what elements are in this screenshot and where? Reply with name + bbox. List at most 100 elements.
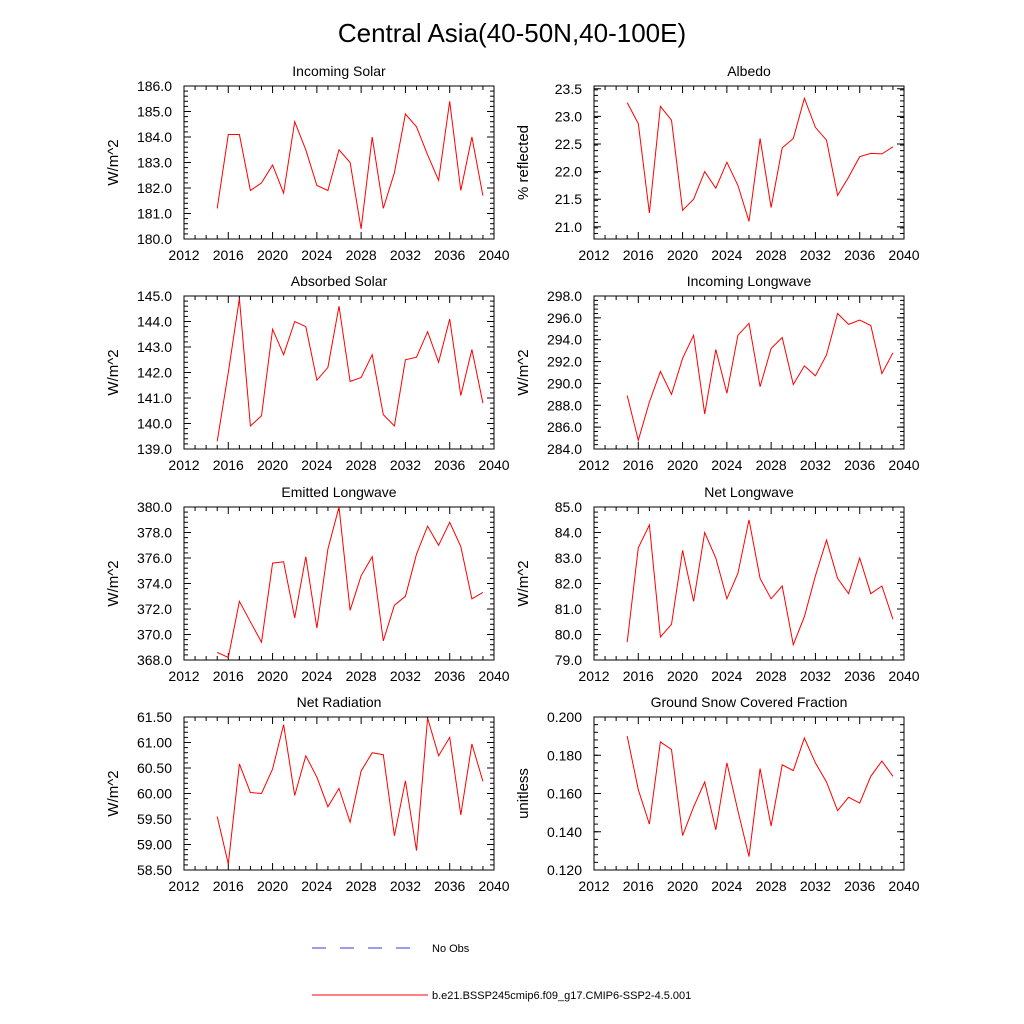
x-tick-label: 2028 xyxy=(756,668,787,684)
y-tick-label: 139.0 xyxy=(137,441,172,457)
x-tick-label: 2040 xyxy=(478,878,509,894)
y-tick-label: 368.0 xyxy=(137,652,172,668)
x-tick-label: 2024 xyxy=(711,878,742,894)
y-axis-label: unitless xyxy=(515,768,532,819)
y-axis-label: W/m^2 xyxy=(105,770,122,816)
x-tick-label: 2040 xyxy=(478,457,509,473)
y-tick-label: 284.0 xyxy=(547,441,582,457)
y-tick-label: 370.0 xyxy=(137,627,172,643)
y-tick-label: 145.0 xyxy=(137,288,172,304)
x-tick-label: 2028 xyxy=(346,668,377,684)
x-tick-label: 2028 xyxy=(346,457,377,473)
x-tick-label: 2012 xyxy=(578,878,609,894)
panel-title: Absorbed Solar xyxy=(291,273,388,289)
y-tick-label: 0.120 xyxy=(547,862,582,878)
y-tick-label: 0.200 xyxy=(547,709,582,725)
plot-frame xyxy=(593,85,905,240)
panel-6: Net Longwave W/m^2 2012 2016 2020 2024 2028 203… xyxy=(515,484,920,684)
x-tick-label: 2040 xyxy=(888,668,919,684)
panels: Incoming Solar W/m^2 2012 2016 2020 2024 2028 2… xyxy=(105,63,920,894)
y-tick-label: 21.0 xyxy=(555,219,582,235)
x-tick-label: 2040 xyxy=(478,247,509,263)
y-tick-label: 85.0 xyxy=(555,499,582,515)
y-tick-label: 82.0 xyxy=(555,576,582,592)
data-series-line xyxy=(216,298,484,442)
x-tick-label: 2012 xyxy=(168,457,199,473)
panel-7: Net Radiation W/m^2 2012 2016 2020 2024 2028 20… xyxy=(105,694,510,894)
y-tick-label: 378.0 xyxy=(137,525,172,541)
y-tick-label: 186.0 xyxy=(137,78,172,94)
y-tick-label: 81.0 xyxy=(555,601,582,617)
x-tick-label: 2028 xyxy=(346,878,377,894)
x-tick-label: 2016 xyxy=(623,668,654,684)
x-tick-label: 2012 xyxy=(578,668,609,684)
plot-frame xyxy=(593,716,905,871)
x-tick-label: 2024 xyxy=(711,247,742,263)
panel-3: Absorbed Solar W/m^2 2012 2016 2020 2024 2028 2… xyxy=(105,273,510,473)
plot-frame xyxy=(593,295,905,450)
y-axis-label: % reflected xyxy=(515,125,532,200)
y-tick-label: 60.00 xyxy=(137,786,172,802)
panel-title: Net Radiation xyxy=(297,694,382,710)
data-series-line xyxy=(626,96,894,222)
x-tick-label: 2024 xyxy=(301,878,332,894)
y-tick-label: 372.0 xyxy=(137,601,172,617)
y-tick-label: 298.0 xyxy=(547,288,582,304)
y-tick-label: 22.5 xyxy=(555,136,582,152)
panel-title: Net Longwave xyxy=(704,484,794,500)
y-tick-label: 181.0 xyxy=(137,206,172,222)
x-tick-label: 2016 xyxy=(623,247,654,263)
x-tick-label: 2012 xyxy=(578,457,609,473)
x-tick-label: 2040 xyxy=(888,247,919,263)
y-axis-label: W/m^2 xyxy=(515,349,532,395)
x-tick-label: 2036 xyxy=(434,878,465,894)
y-axis-label: W/m^2 xyxy=(105,349,122,395)
y-tick-label: 374.0 xyxy=(137,576,172,592)
y-tick-label: 59.50 xyxy=(137,811,172,827)
plot-frame xyxy=(183,295,495,450)
y-tick-label: 380.0 xyxy=(137,499,172,515)
y-tick-label: 296.0 xyxy=(547,310,582,326)
y-tick-label: 22.0 xyxy=(555,164,582,180)
x-tick-label: 2020 xyxy=(667,457,698,473)
x-tick-label: 2028 xyxy=(756,457,787,473)
x-tick-label: 2028 xyxy=(756,878,787,894)
legend-label-no-obs: No Obs xyxy=(432,943,470,955)
x-tick-label: 2020 xyxy=(257,668,288,684)
x-tick-label: 2040 xyxy=(478,668,509,684)
plot-frame xyxy=(183,506,495,661)
x-tick-label: 2036 xyxy=(844,878,875,894)
x-tick-label: 2032 xyxy=(390,247,421,263)
data-series-line xyxy=(216,717,484,865)
y-tick-label: 58.50 xyxy=(137,862,172,878)
x-tick-label: 2020 xyxy=(667,668,698,684)
x-tick-label: 2040 xyxy=(888,457,919,473)
y-tick-label: 21.5 xyxy=(555,191,582,207)
x-tick-label: 2032 xyxy=(800,457,831,473)
y-tick-label: 144.0 xyxy=(137,314,172,330)
panel-2: Albedo % reflected 2012 2016 2020 2024 2028 203… xyxy=(515,63,920,263)
y-tick-label: 182.0 xyxy=(137,180,172,196)
x-tick-label: 2016 xyxy=(213,457,244,473)
y-tick-label: 183.0 xyxy=(137,155,172,171)
y-tick-label: 140.0 xyxy=(137,416,172,432)
y-tick-label: 185.0 xyxy=(137,104,172,120)
data-series-line xyxy=(626,735,894,857)
panel-title: Incoming Solar xyxy=(292,63,386,79)
x-tick-label: 2020 xyxy=(257,878,288,894)
y-axis-label: W/m^2 xyxy=(105,139,122,185)
x-tick-label: 2012 xyxy=(168,668,199,684)
y-tick-label: 61.50 xyxy=(137,709,172,725)
x-tick-label: 2032 xyxy=(800,247,831,263)
x-tick-label: 2020 xyxy=(667,247,698,263)
y-tick-label: 61.00 xyxy=(137,735,172,751)
data-series-line xyxy=(626,519,894,647)
x-tick-label: 2016 xyxy=(623,878,654,894)
panel-title: Ground Snow Covered Fraction xyxy=(651,694,848,710)
y-tick-label: 180.0 xyxy=(137,231,172,247)
y-axis-label: W/m^2 xyxy=(105,560,122,606)
panel-8: Ground Snow Covered Fraction unitless 2012… xyxy=(515,694,920,894)
y-tick-label: 84.0 xyxy=(555,525,582,541)
x-tick-label: 2032 xyxy=(800,668,831,684)
